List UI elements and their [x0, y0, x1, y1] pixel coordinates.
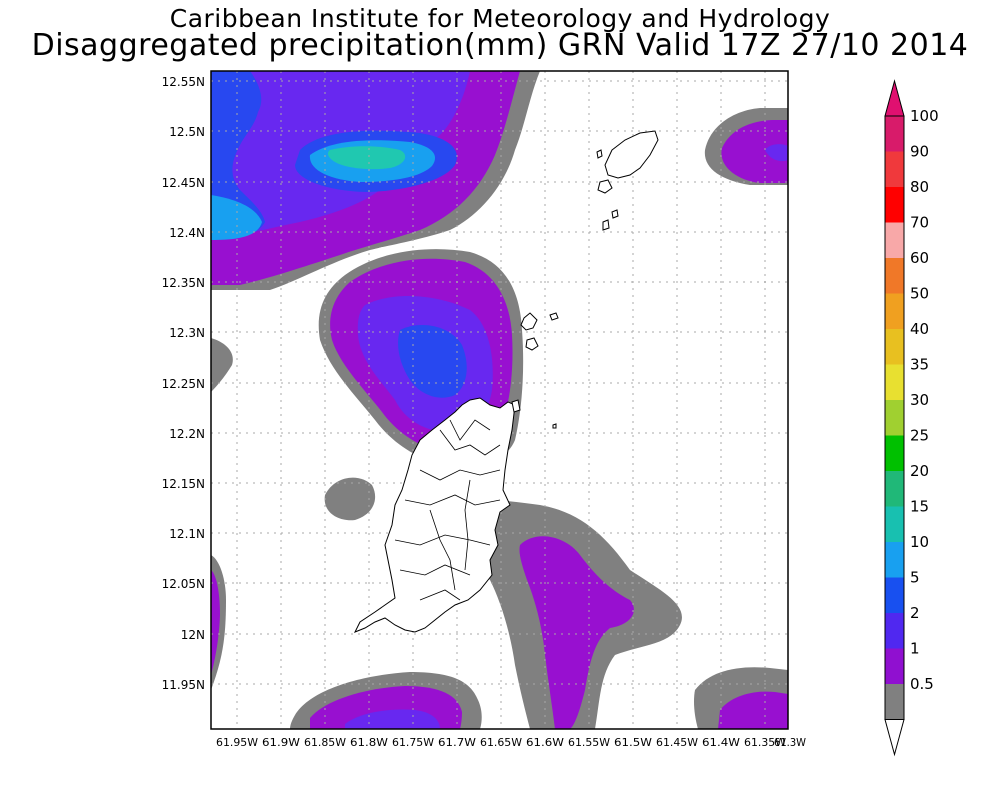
precip-west-1mm: [211, 570, 220, 675]
colorbar-swatch: [885, 435, 904, 471]
map-title-product: Disaggregated precipitation(mm) GRN Vali…: [31, 28, 969, 63]
colorbar-label: 35: [910, 356, 929, 374]
colorbar-swatch: [885, 400, 904, 436]
latitude-labels: 12.55N 12.5N 12.45N 12.4N 12.35N 12.3N 1…: [162, 75, 205, 692]
longitude-labels: 61.95W 61.9W 61.85W 61.8W 61.75W 61.7W 6…: [216, 736, 806, 749]
lat-label: 12.3N: [169, 326, 205, 340]
precip-ne-2mm: [765, 144, 788, 162]
precip-s-2mm: [345, 709, 440, 729]
precip-area-15mm: [327, 146, 406, 170]
colorbar-label: 20: [910, 462, 929, 480]
colorbar-swatch: [885, 222, 904, 258]
colorbar-top-arrow: [884, 79, 905, 117]
colorbar-swatch: [885, 648, 904, 684]
colorbar-label: 70: [910, 214, 929, 232]
colorbar-swatch: [885, 329, 904, 365]
colorbar-label: 30: [910, 391, 929, 409]
colorbar-label: 10: [910, 533, 929, 551]
colorbar-swatch: [885, 577, 904, 613]
colorbar-bottom-arrow: [884, 719, 905, 757]
precip-central-5mm: [398, 325, 467, 398]
lat-label: 12.45N: [162, 176, 205, 190]
colorbar-label: 80: [910, 178, 929, 196]
precip-sw-gray: [324, 477, 376, 521]
colorbar-swatch: [885, 187, 904, 223]
colorbar-label: 25: [910, 427, 929, 445]
precipitation-fields: [211, 71, 788, 729]
grenadines-islands: [511, 130, 659, 429]
colorbar-swatch: [885, 542, 904, 578]
colorbar-label: 0.5: [910, 675, 934, 693]
colorbar-label: 2: [910, 604, 920, 622]
precip-area-10mm-west: [211, 195, 262, 240]
plot-frame: [210, 70, 789, 730]
colorbar-swatch: [885, 116, 904, 152]
lon-label: 61.95W: [216, 736, 258, 749]
precipitation-colorbar: 100 90 80 70 60 50 40 35 30 25 20 15 10 5 2 1 0.5: [884, 79, 939, 757]
lat-label: 12.1N: [169, 527, 205, 541]
colorbar-label: 60: [910, 249, 929, 267]
colorbar-swatch: [885, 613, 904, 649]
lon-label: 61.6W: [526, 736, 564, 749]
colorbar-label: 40: [910, 320, 929, 338]
lon-label: 61.35W: [744, 736, 786, 749]
precip-se-1mm: [519, 536, 634, 729]
lat-label: 12.25N: [162, 377, 205, 391]
lon-label: 61.7W: [438, 736, 476, 749]
colorbar-label: 90: [910, 143, 929, 161]
lat-label: 12.35N: [162, 276, 205, 290]
colorbar-swatch: [885, 471, 904, 507]
lon-label: 61.55W: [568, 736, 610, 749]
lat-label: 12.15N: [162, 477, 205, 491]
lon-label: 61.4W: [702, 736, 740, 749]
colorbar-label: 1: [910, 640, 920, 658]
lat-label: 12.2N: [169, 427, 205, 441]
colorbar-label: 5: [910, 569, 920, 587]
colorbar-swatch: [885, 364, 904, 400]
lon-label: 61.8W: [350, 736, 388, 749]
lat-label: 12N: [181, 628, 205, 642]
colorbar-swatch: [885, 151, 904, 187]
colorbar-swatch: [885, 506, 904, 542]
lon-label: 61.65W: [480, 736, 522, 749]
precip-se-east-1mm: [718, 691, 788, 729]
colorbar-swatch: [885, 684, 904, 720]
grenada-coastline: [353, 397, 516, 633]
colorbar-frame: [884, 115, 905, 720]
colorbar-label: 15: [910, 498, 929, 516]
lon-label: 61.3W: [774, 736, 806, 749]
lon-label: 61.85W: [304, 736, 346, 749]
map-title-institute: Caribbean Institute for Meteorology and …: [169, 4, 831, 33]
colorbar-swatch: [885, 258, 904, 294]
lat-label: 11.95N: [162, 678, 205, 692]
lon-label: 61.45W: [656, 736, 698, 749]
colorbar-label: 100: [910, 107, 939, 125]
lat-label: 12.55N: [162, 75, 205, 89]
precip-west-gray: [211, 338, 233, 392]
colorbar-label: 50: [910, 285, 929, 303]
lat-label: 12.5N: [169, 125, 205, 139]
lat-label: 12.05N: [162, 577, 205, 591]
precip-ne-1mm: [721, 120, 788, 183]
lat-label: 12.4N: [169, 226, 205, 240]
lon-label: 61.9W: [262, 736, 300, 749]
colorbar-swatch: [885, 293, 904, 329]
lon-label: 61.75W: [392, 736, 434, 749]
lon-label: 61.5W: [614, 736, 652, 749]
